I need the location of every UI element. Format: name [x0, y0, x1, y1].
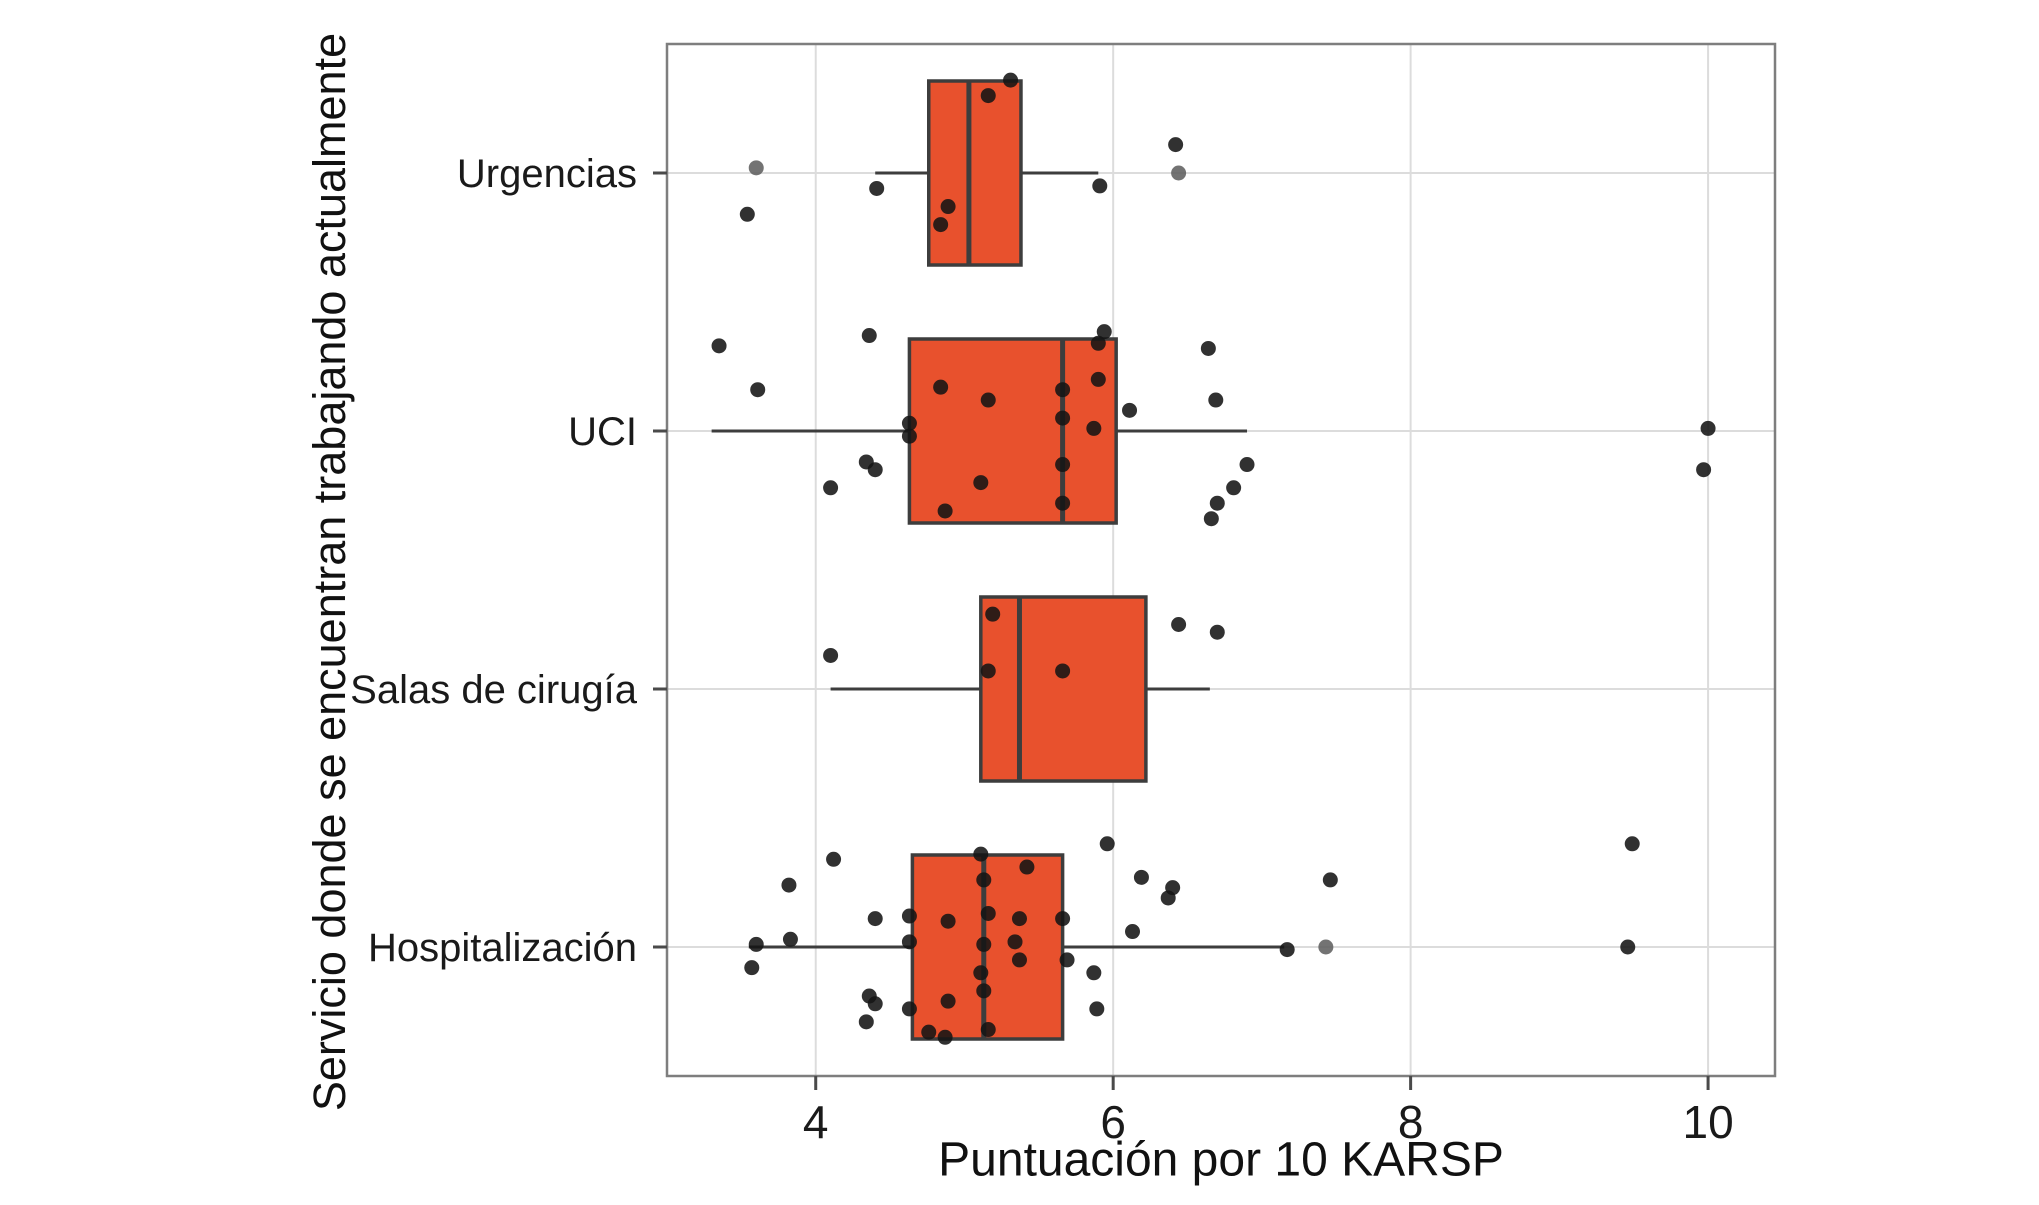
x-tick-label-6: 6: [1100, 1096, 1126, 1148]
data-point-hospitalizaci-n: [1279, 942, 1295, 958]
data-point-urgencias: [1171, 165, 1187, 181]
y-category-label-hospitalizaci-n: Hospitalización: [368, 926, 637, 970]
data-point-hospitalizaci-n: [1007, 934, 1023, 950]
data-point-hospitalizaci-n: [921, 1024, 937, 1040]
data-point-hospitalizaci-n: [1318, 939, 1334, 955]
data-point-uci: [1055, 382, 1071, 398]
data-point-hospitalizaci-n: [1055, 911, 1071, 927]
data-point-salas-de-cirug-a: [1209, 624, 1225, 640]
data-point-uci: [973, 475, 989, 491]
data-point-hospitalizaci-n: [826, 851, 842, 867]
data-point-hospitalizaci-n: [1624, 836, 1640, 852]
data-point-hospitalizaci-n: [782, 931, 798, 947]
data-point-uci: [1086, 420, 1102, 436]
data-point-uci: [1209, 495, 1225, 511]
data-point-hospitalizaci-n: [1019, 859, 1035, 875]
data-point-uci: [1090, 335, 1106, 351]
data-point-urgencias: [739, 206, 755, 222]
data-point-hospitalizaci-n: [1160, 890, 1176, 906]
data-point-uci: [901, 428, 917, 444]
data-point-hospitalizaci-n: [980, 905, 996, 921]
data-point-uci: [1239, 457, 1255, 473]
data-point-hospitalizaci-n: [976, 936, 992, 952]
data-point-hospitalizaci-n: [973, 846, 989, 862]
panel-border: [665, 42, 1777, 1078]
data-point-hospitalizaci-n: [901, 1001, 917, 1017]
data-point-hospitalizaci-n: [867, 996, 883, 1012]
data-point-urgencias: [980, 88, 996, 104]
data-point-uci: [711, 338, 727, 354]
data-point-uci: [901, 415, 917, 431]
x-axis-title: Puntuación por 10 KARSP: [938, 1133, 1504, 1187]
data-point-uci: [867, 462, 883, 478]
data-point-uci: [1122, 402, 1138, 418]
data-point-hospitalizaci-n: [1089, 1001, 1105, 1017]
data-point-uci: [1200, 340, 1216, 356]
data-point-uci: [980, 392, 996, 408]
data-point-uci: [1203, 511, 1219, 527]
data-point-hospitalizaci-n: [1059, 952, 1075, 968]
data-point-uci: [750, 382, 766, 398]
data-point-uci: [1055, 495, 1071, 511]
x-tick-label-4: 4: [803, 1096, 829, 1148]
data-point-uci: [823, 480, 839, 496]
data-point-hospitalizaci-n: [1620, 939, 1636, 955]
data-point-hospitalizaci-n: [1322, 872, 1338, 888]
x-tick-label-10: 10: [1682, 1096, 1733, 1148]
data-point-urgencias: [933, 217, 949, 233]
data-point-hospitalizaci-n: [1099, 836, 1115, 852]
data-point-hospitalizaci-n: [980, 1022, 996, 1038]
x-tick-label-8: 8: [1398, 1096, 1424, 1148]
data-point-salas-de-cirug-a: [823, 647, 839, 663]
data-point-hospitalizaci-n: [901, 934, 917, 950]
data-point-hospitalizaci-n: [973, 965, 989, 981]
data-point-hospitalizaci-n: [976, 872, 992, 888]
data-point-hospitalizaci-n: [940, 913, 956, 929]
data-point-uci: [1096, 324, 1112, 340]
data-point-uci: [861, 328, 877, 344]
y-axis-title: Servicio donde se encuentran trabajando …: [304, 32, 355, 1112]
data-point-salas-de-cirug-a: [985, 606, 1001, 622]
data-point-uci: [1055, 410, 1071, 426]
data-point-uci: [1055, 457, 1071, 473]
data-point-salas-de-cirug-a: [1171, 617, 1187, 632]
y-category-label-urgencias: Urgencias: [457, 152, 637, 196]
data-point-hospitalizaci-n: [1011, 911, 1027, 927]
data-point-uci: [933, 379, 949, 395]
y-category-label-salas-de-cirug-a: Salas de cirugía: [350, 668, 638, 712]
data-point-hospitalizaci-n: [744, 960, 760, 976]
data-point-hospitalizaci-n: [781, 877, 797, 893]
box-uci: [907, 337, 1118, 525]
y-category-label-uci: UCI: [568, 410, 637, 454]
data-point-hospitalizaci-n: [901, 908, 917, 924]
box-urgencias: [927, 79, 1023, 267]
data-point-uci: [937, 503, 953, 519]
data-point-uci: [1226, 480, 1242, 496]
data-point-urgencias: [869, 180, 885, 196]
data-point-hospitalizaci-n: [1086, 965, 1102, 981]
data-point-urgencias: [940, 199, 956, 215]
data-point-hospitalizaci-n: [1133, 869, 1149, 885]
data-point-hospitalizaci-n: [937, 1029, 953, 1045]
data-point-salas-de-cirug-a: [980, 663, 996, 679]
data-point-hospitalizaci-n: [748, 936, 764, 952]
data-point-hospitalizaci-n: [976, 983, 992, 999]
data-point-hospitalizaci-n: [867, 911, 883, 927]
data-point-uci: [1208, 392, 1224, 408]
data-point-hospitalizaci-n: [1011, 952, 1027, 968]
data-point-urgencias: [1092, 178, 1108, 194]
box-salas-de-cirug-a: [979, 595, 1148, 783]
data-point-uci: [1090, 371, 1106, 387]
data-point-uci: [1696, 462, 1712, 478]
data-point-urgencias: [1168, 137, 1184, 153]
data-point-uci: [1700, 420, 1716, 436]
data-point-hospitalizaci-n: [940, 993, 956, 1009]
data-point-hospitalizaci-n: [858, 1014, 874, 1030]
data-point-salas-de-cirug-a: [1055, 663, 1071, 679]
data-point-urgencias: [1003, 72, 1019, 88]
data-point-urgencias: [748, 160, 764, 176]
data-point-hospitalizaci-n: [1125, 924, 1141, 940]
